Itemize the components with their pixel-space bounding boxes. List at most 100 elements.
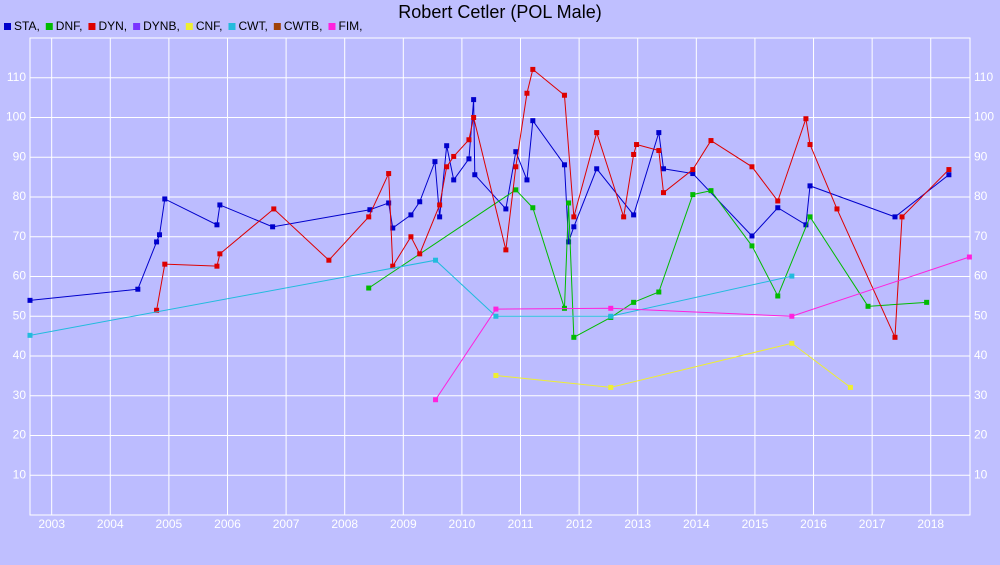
x-tick-label: 2010 xyxy=(449,517,476,531)
data-point xyxy=(433,397,439,403)
data-point xyxy=(27,332,33,338)
data-point xyxy=(892,334,898,340)
data-point xyxy=(656,147,662,153)
y2-tick-label: 70 xyxy=(974,229,988,243)
data-point xyxy=(493,306,499,312)
y2-tick-label: 80 xyxy=(974,189,988,203)
data-point xyxy=(386,200,392,206)
data-point xyxy=(513,164,519,170)
data-point xyxy=(775,198,781,204)
data-point xyxy=(417,251,423,257)
data-point xyxy=(631,299,637,305)
legend-label: DNF, xyxy=(56,19,83,33)
legend-swatch xyxy=(45,23,53,30)
data-point xyxy=(162,261,168,267)
data-point xyxy=(690,167,696,173)
x-tick-label: 2008 xyxy=(331,517,358,531)
data-point xyxy=(803,116,809,122)
data-point xyxy=(834,206,840,212)
data-point xyxy=(326,257,332,263)
y-tick-label: 60 xyxy=(13,269,27,283)
y2-tick-label: 90 xyxy=(974,149,988,163)
legend-label: STA, xyxy=(14,19,40,33)
data-point xyxy=(561,162,567,168)
data-point xyxy=(807,214,813,220)
data-point xyxy=(847,384,853,390)
data-point xyxy=(451,153,457,159)
data-point xyxy=(437,214,443,220)
data-point xyxy=(530,66,536,72)
data-point xyxy=(708,188,714,194)
data-point xyxy=(892,214,898,220)
y2-tick-label: 20 xyxy=(974,428,988,442)
y2-tick-label: 110 xyxy=(974,70,993,84)
x-tick-label: 2017 xyxy=(859,517,886,531)
data-point xyxy=(656,130,662,136)
data-point xyxy=(749,243,755,249)
x-tick-label: 2003 xyxy=(38,517,65,531)
data-point xyxy=(690,192,696,198)
data-point xyxy=(270,224,276,230)
y2-tick-label: 40 xyxy=(974,348,988,362)
y-tick-label: 90 xyxy=(13,149,27,163)
data-point xyxy=(571,334,577,340)
y-tick-label: 80 xyxy=(13,189,27,203)
data-point xyxy=(466,137,472,143)
x-tick-label: 2004 xyxy=(97,517,124,531)
y-tick-label: 110 xyxy=(7,70,26,84)
x-tick-label: 2009 xyxy=(390,517,417,531)
data-point xyxy=(493,372,499,378)
y-tick-label: 20 xyxy=(13,428,27,442)
chart-title: Robert Cetler (POL Male) xyxy=(398,2,601,22)
legend-swatch xyxy=(4,23,11,30)
data-point xyxy=(946,172,952,178)
x-tick-label: 2006 xyxy=(214,517,241,531)
y-tick-label: 100 xyxy=(6,110,26,124)
x-tick-label: 2007 xyxy=(273,517,300,531)
data-point xyxy=(367,207,373,213)
y2-tick-label: 100 xyxy=(974,110,994,124)
data-point xyxy=(924,299,930,305)
data-point xyxy=(157,232,163,238)
y2-tick-label: 50 xyxy=(974,308,988,322)
legend-swatch xyxy=(328,23,336,30)
legend-swatch xyxy=(88,23,96,30)
data-point xyxy=(789,273,795,279)
data-point xyxy=(594,166,600,172)
data-point xyxy=(390,225,396,231)
data-point xyxy=(466,156,472,162)
data-point xyxy=(749,233,755,239)
x-tick-label: 2014 xyxy=(683,517,710,531)
x-tick-label: 2015 xyxy=(742,517,769,531)
data-point xyxy=(444,143,450,149)
series-line xyxy=(29,99,950,301)
data-point xyxy=(775,205,781,211)
data-point xyxy=(530,205,536,211)
data-point xyxy=(366,214,372,220)
data-point xyxy=(594,130,600,136)
data-point xyxy=(503,206,509,212)
data-point xyxy=(162,196,168,202)
data-point xyxy=(524,177,530,183)
legend-label: FIM, xyxy=(338,19,362,33)
data-point xyxy=(530,118,536,124)
x-tick-label: 2018 xyxy=(917,517,944,531)
data-point xyxy=(513,149,519,155)
legend-swatch xyxy=(133,23,141,30)
data-point xyxy=(621,214,627,220)
data-point xyxy=(946,167,952,173)
legend-label: DYN, xyxy=(98,19,127,33)
data-point xyxy=(789,340,795,346)
data-point xyxy=(608,313,614,319)
data-point xyxy=(789,313,795,319)
y-tick-label: 30 xyxy=(13,388,27,402)
data-point xyxy=(899,214,905,220)
y-tick-label: 70 xyxy=(13,229,27,243)
data-point xyxy=(749,164,755,170)
data-point xyxy=(214,222,220,228)
data-point xyxy=(566,200,572,206)
data-point xyxy=(366,285,372,291)
data-point xyxy=(408,212,414,218)
data-point xyxy=(571,214,577,220)
